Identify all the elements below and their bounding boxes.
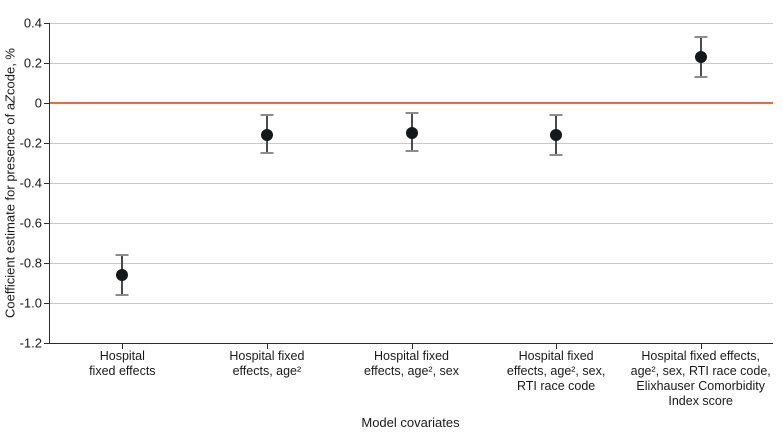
y-axis-tick [44,63,50,64]
y-axis-tick [44,143,50,144]
error-bar-cap-top [260,114,274,116]
x-axis-tick [122,344,124,349]
y-axis-tick [44,23,50,24]
error-bar-cap-top [115,254,129,256]
x-category-label: Hospital fixed effects, age², sex, RTI rac… [468,349,644,394]
data-point [116,269,129,281]
x-category-label-line: fixed effects [89,364,156,378]
gridline [50,303,773,304]
x-category-label-line: Hospital fixed [518,349,594,363]
y-tick-label: -0.6 [19,215,42,231]
gridline [50,183,773,184]
y-axis-tick [44,103,50,104]
y-axis-tick [44,343,50,344]
x-category-label-line: age², sex, RTI race code, [630,364,771,378]
y-tick-label: -0.4 [19,175,42,191]
error-bar-cap-bottom [405,150,418,152]
x-category-label: Hospital fixed effects, age², sex [324,349,500,379]
y-tick-label: -1.0 [19,295,42,311]
x-axis-title: Model covariates [361,415,460,430]
y-axis-tick [44,263,50,264]
x-category-label: Hospital fixed effects, age² [179,349,355,379]
x-category-label-line: Index score [668,394,733,408]
x-category-label: Hospital fixed effects [34,349,210,379]
x-category-label-line: Hospital fixed [229,349,305,363]
error-bar-cap-bottom [260,152,274,154]
y-tick-label: -1.2 [19,335,42,351]
gridline [50,63,773,64]
x-axis-tick [700,344,702,349]
y-tick-label: 0.2 [23,55,42,71]
plot-area: 0.4 0.2 0 -0.2 -0.4 -0.6 -0.8 -1.0 -1.2 Hospital f… [20,16,773,408]
error-bar-cap-bottom [549,154,563,156]
x-category-label-line: RTI race code [516,379,596,393]
gridline [50,23,773,24]
error-bar-cap-bottom [694,76,708,78]
zero-reference-line [50,102,773,104]
x-category-label-line: effects, age², sex [364,364,459,378]
y-axis-tick [44,303,50,304]
data-point [405,127,418,139]
data-point [694,51,707,63]
x-category-label-line: Hospital fixed [373,349,450,363]
x-category-label-line: effects, age² [232,364,302,378]
x-category-label: Hospital fixed effects, age², sex, RTI ra… [613,349,783,409]
gridline [50,223,773,224]
x-axis-tick [556,344,558,349]
data-point [260,129,273,141]
x-category-label-line: Elixhauser Comorbidity [636,379,765,393]
y-tick-label: 0.4 [23,15,42,31]
y-axis-tick [44,223,50,224]
data-point [550,129,563,141]
error-bar-cap-top [405,112,418,114]
x-category-label-line: Hospital [99,349,145,363]
error-bar-cap-top [694,36,708,38]
error-bar-cap-top [549,114,563,116]
x-axis-tick [266,344,268,349]
y-tick-label: -0.8 [19,255,42,271]
error-bar-cap-bottom [115,294,129,296]
y-tick-label: 0 [34,95,42,111]
y-axis-tick [44,183,50,184]
y-tick-label: -0.2 [19,135,42,151]
x-category-label-line: Hospital fixed effects, [641,349,760,363]
x-axis-tick [411,344,413,349]
gridline [50,263,773,264]
x-category-label-line: effects, age², sex, [506,364,606,378]
